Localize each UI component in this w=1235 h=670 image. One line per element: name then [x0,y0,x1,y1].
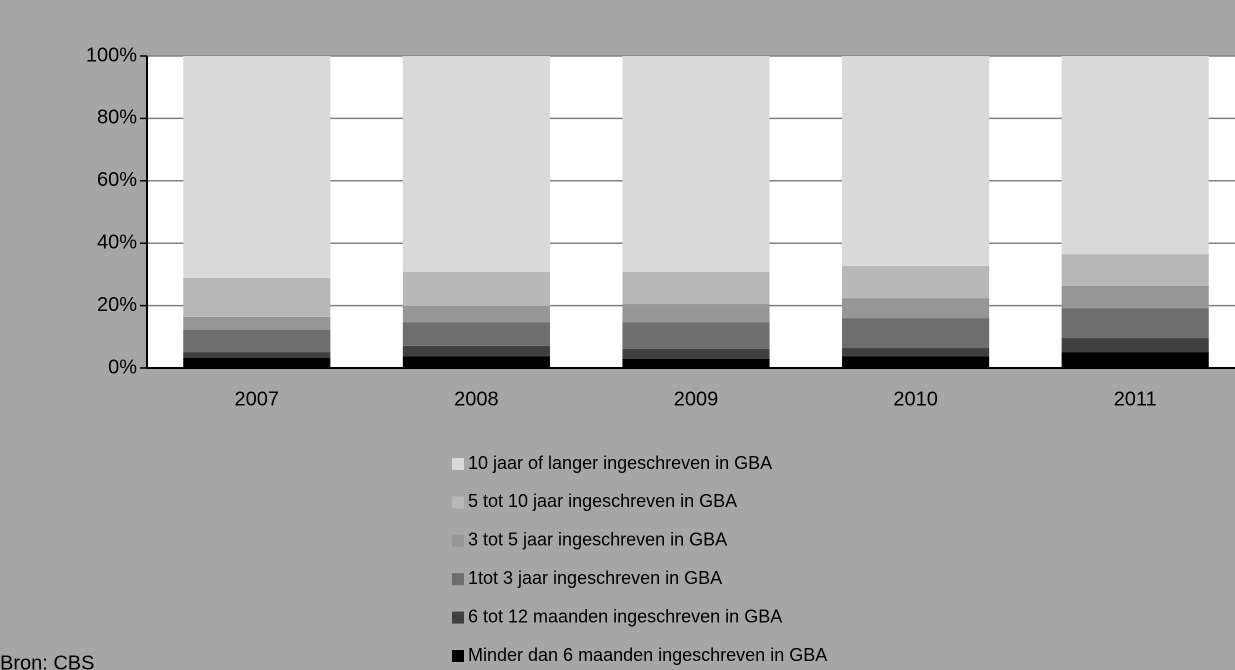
bar-segment [183,277,331,317]
legend-label: 3 tot 5 jaar ingeschreven in GBA [468,530,727,550]
bar-segment [622,322,770,349]
legend-label: 10 jaar of langer ingeschreven in GBA [468,453,772,473]
legend-label: Minder dan 6 maanden ingeschreven in GBA [468,645,827,665]
legend-swatch [452,650,464,662]
bar-segment [183,352,331,359]
legend-label: 1tot 3 jaar ingeschreven in GBA [468,568,722,588]
x-tick-label: 2011 [1114,388,1157,410]
x-tick-label: 2010 [893,388,938,410]
legend-swatch [452,496,464,509]
bar-segment [1061,285,1209,309]
y-tick-label: 60% [97,169,137,191]
legend-swatch [452,534,464,547]
bar-segment [183,358,331,368]
legend-label: 5 tot 10 jaar ingeschreven in GBA [468,491,737,511]
bar-segment [622,56,770,272]
legend-label: 6 tot 12 maanden ingeschreven in GBA [468,606,782,626]
bar-segment [842,56,990,266]
y-tick-label: 40% [97,231,137,253]
bar-segment [402,271,550,306]
x-tick-label: 2007 [235,388,280,410]
bar-segment [183,316,331,330]
y-tick-label: 80% [97,107,137,129]
y-tick-label: 0% [108,356,137,378]
bar-segment [1061,254,1209,286]
legend-swatch [452,611,464,624]
bar-segment [402,322,550,346]
bar-segment [402,345,550,357]
bar-segment [402,56,550,272]
bar-segment [183,56,331,278]
legend-swatch [452,573,464,586]
bar-segment [622,304,770,323]
bar-segment [1061,308,1209,339]
bar-segment [1061,56,1209,255]
bar-segment [622,358,770,368]
bar-segment [183,329,331,353]
y-tick-label: 100% [86,44,137,66]
bar-segment [842,348,990,357]
source: Bron: CBS [0,652,94,670]
x-tick-label: 2008 [454,388,499,410]
bar-segment [1061,338,1209,353]
x-tick-label: 2009 [674,388,719,410]
bar-segment [1061,352,1209,368]
bar-segment [842,298,990,319]
bar-segment [842,356,990,368]
legend-swatch [452,458,464,470]
bar-segment [622,348,770,359]
bar-segment [842,265,990,299]
bar-segment [402,356,550,368]
y-tick-label: 20% [97,294,137,316]
bar-segment [402,305,550,323]
bar-segment [622,271,770,305]
bar-segment [842,318,990,349]
